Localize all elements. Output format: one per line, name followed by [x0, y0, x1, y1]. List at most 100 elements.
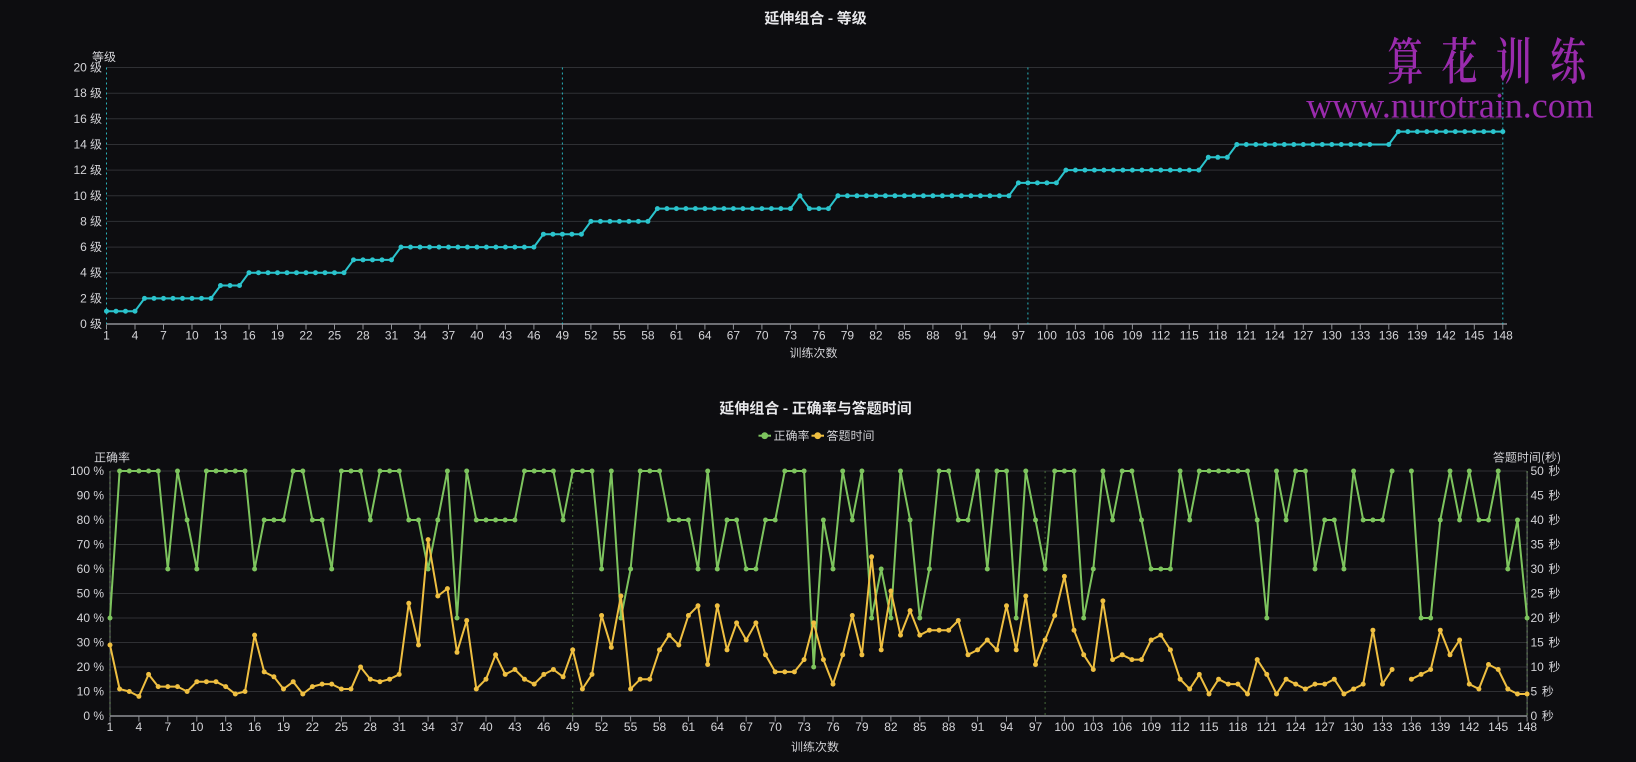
- svg-text:109: 109: [1122, 329, 1142, 343]
- svg-text:10: 10: [185, 329, 199, 343]
- svg-text:73: 73: [784, 329, 798, 343]
- svg-text:37: 37: [450, 720, 464, 734]
- svg-text:67: 67: [727, 329, 741, 343]
- svg-text:34: 34: [413, 329, 427, 343]
- svg-text:97: 97: [1012, 329, 1026, 343]
- svg-text:85: 85: [913, 720, 927, 734]
- svg-text:103: 103: [1083, 720, 1103, 734]
- svg-text:13: 13: [219, 720, 233, 734]
- svg-text:100: 100: [1054, 720, 1074, 734]
- svg-text:148: 148: [1493, 329, 1513, 343]
- svg-text:35: 35: [1531, 538, 1545, 552]
- svg-text:79: 79: [841, 329, 855, 343]
- svg-text:6: 6: [80, 240, 87, 254]
- svg-text:20 %: 20 %: [77, 660, 105, 674]
- svg-text:12: 12: [73, 163, 87, 177]
- svg-text:50: 50: [1531, 464, 1545, 478]
- svg-text:2: 2: [80, 291, 87, 305]
- svg-text:37: 37: [442, 329, 456, 343]
- svg-text:145: 145: [1488, 720, 1508, 734]
- svg-text:43: 43: [508, 720, 522, 734]
- svg-text:67: 67: [740, 720, 754, 734]
- svg-text:94: 94: [983, 329, 997, 343]
- svg-text:148: 148: [1517, 720, 1537, 734]
- svg-text:55: 55: [624, 720, 638, 734]
- svg-text:7: 7: [164, 720, 171, 734]
- svg-text:90 %: 90 %: [77, 489, 105, 503]
- svg-text:30 %: 30 %: [77, 636, 105, 650]
- svg-text:46: 46: [527, 329, 541, 343]
- svg-text:34: 34: [421, 720, 435, 734]
- svg-text:82: 82: [869, 329, 883, 343]
- svg-text:30: 30: [1531, 562, 1545, 576]
- svg-text:1: 1: [107, 720, 114, 734]
- svg-text:145: 145: [1464, 329, 1484, 343]
- svg-text:115: 115: [1180, 329, 1199, 343]
- svg-text:22: 22: [306, 720, 320, 734]
- svg-text:25: 25: [328, 329, 342, 343]
- svg-text:124: 124: [1265, 329, 1285, 343]
- svg-text:121: 121: [1257, 720, 1277, 734]
- svg-text:22: 22: [299, 329, 313, 343]
- svg-text:0: 0: [1531, 709, 1538, 723]
- svg-text:18: 18: [73, 86, 87, 100]
- svg-text:60 %: 60 %: [77, 562, 105, 576]
- svg-text:70: 70: [755, 329, 769, 343]
- svg-text:25: 25: [335, 720, 349, 734]
- svg-text:76: 76: [826, 720, 840, 734]
- svg-text:112: 112: [1171, 720, 1190, 734]
- svg-text:45: 45: [1531, 489, 1545, 503]
- svg-text:118: 118: [1208, 329, 1227, 343]
- svg-text:40 %: 40 %: [77, 611, 105, 625]
- svg-text:73: 73: [797, 720, 811, 734]
- svg-text:0 %: 0 %: [83, 709, 104, 723]
- svg-text:4: 4: [80, 266, 87, 280]
- svg-text:91: 91: [955, 329, 969, 343]
- svg-text:112: 112: [1151, 329, 1170, 343]
- svg-text:8: 8: [80, 214, 87, 228]
- svg-text:106: 106: [1112, 720, 1132, 734]
- svg-text:80 %: 80 %: [77, 513, 105, 527]
- svg-text:136: 136: [1379, 329, 1399, 343]
- svg-text:28: 28: [364, 720, 378, 734]
- svg-text:4: 4: [132, 329, 139, 343]
- svg-text:103: 103: [1065, 329, 1085, 343]
- svg-text:88: 88: [926, 329, 940, 343]
- svg-text:28: 28: [356, 329, 370, 343]
- svg-text:109: 109: [1141, 720, 1161, 734]
- svg-text:16: 16: [73, 112, 87, 126]
- svg-text:100 %: 100 %: [70, 464, 104, 478]
- svg-text:139: 139: [1430, 720, 1450, 734]
- svg-text:136: 136: [1401, 720, 1421, 734]
- svg-text:55: 55: [613, 329, 627, 343]
- svg-text:14: 14: [73, 138, 87, 152]
- svg-text:40: 40: [1531, 513, 1545, 527]
- svg-text:40: 40: [479, 720, 493, 734]
- svg-text:85: 85: [898, 329, 912, 343]
- svg-text:133: 133: [1372, 720, 1392, 734]
- svg-text:94: 94: [1000, 720, 1014, 734]
- svg-text:61: 61: [670, 329, 684, 343]
- svg-text:100: 100: [1037, 329, 1057, 343]
- svg-text:49: 49: [556, 329, 570, 343]
- svg-text:52: 52: [595, 720, 609, 734]
- svg-text:16: 16: [248, 720, 262, 734]
- svg-text:10 %: 10 %: [77, 685, 105, 699]
- svg-text:139: 139: [1407, 329, 1427, 343]
- svg-text:19: 19: [277, 720, 291, 734]
- svg-text:40: 40: [470, 329, 484, 343]
- svg-text:70 %: 70 %: [77, 538, 105, 552]
- svg-text:121: 121: [1236, 329, 1256, 343]
- svg-text:16: 16: [242, 329, 256, 343]
- svg-text:19: 19: [271, 329, 285, 343]
- svg-text:52: 52: [584, 329, 598, 343]
- svg-text:0: 0: [80, 317, 87, 331]
- svg-text:118: 118: [1228, 720, 1247, 734]
- svg-text:25: 25: [1531, 587, 1545, 601]
- svg-text:58: 58: [653, 720, 667, 734]
- svg-text:49: 49: [566, 720, 580, 734]
- svg-text:46: 46: [537, 720, 551, 734]
- svg-text:15: 15: [1531, 636, 1545, 650]
- svg-text:76: 76: [812, 329, 826, 343]
- svg-text:10: 10: [73, 189, 87, 203]
